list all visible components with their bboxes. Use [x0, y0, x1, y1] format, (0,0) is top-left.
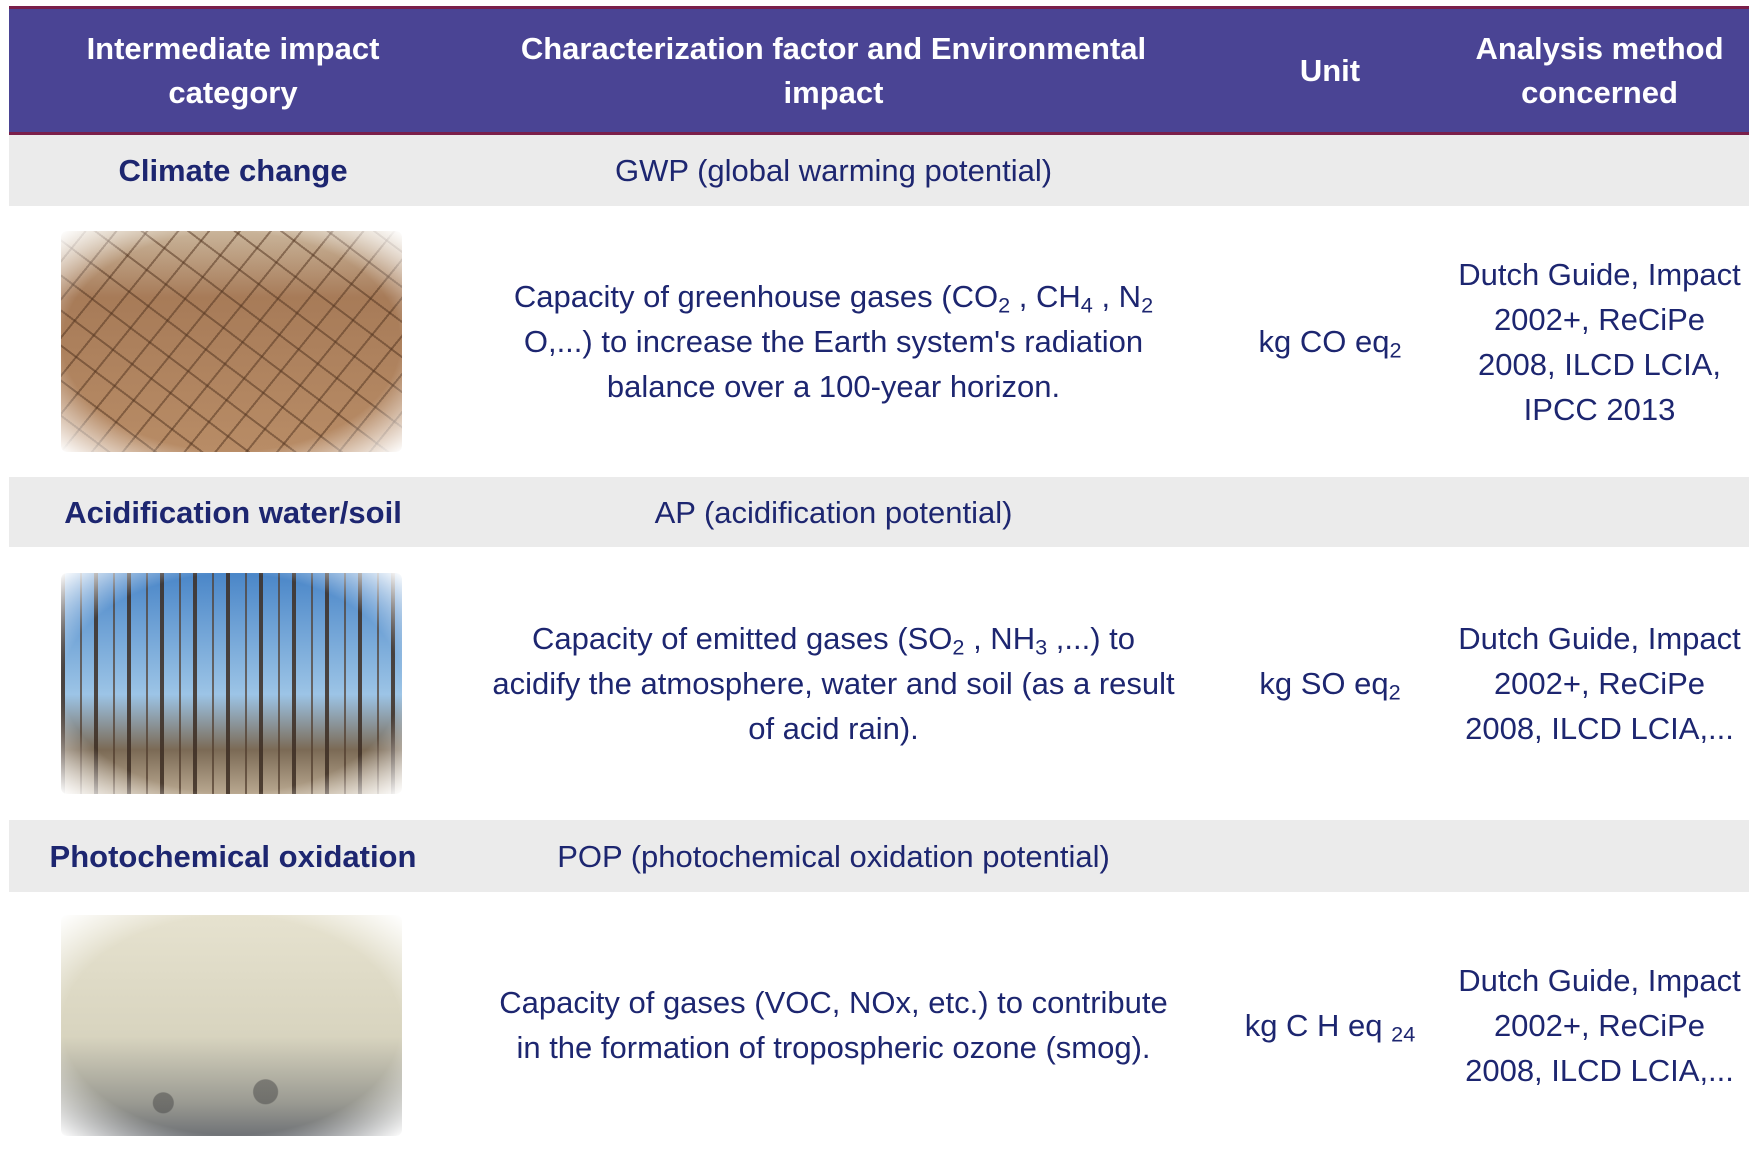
factor-text: POP (photochemical oxidation potential): [557, 838, 1110, 874]
methods: Dutch Guide, Impact 2002+, ReCiPe 2008, …: [1450, 892, 1749, 1158]
text-run: kg C H eq: [1244, 1007, 1392, 1043]
description-text: Capacity of gases (VOC, NOx, etc.) to co…: [487, 980, 1180, 1070]
subscript: 2: [1388, 679, 1401, 705]
subscript: 4: [1080, 292, 1093, 318]
factor: POP (photochemical oxidation potential): [457, 820, 1210, 892]
text-run: , NH: [964, 621, 1036, 656]
category-name-text: Acidification water/soil: [64, 494, 402, 530]
text-run: , N: [1092, 279, 1142, 314]
header-cell: Unit: [1210, 9, 1450, 132]
methods-text: Dutch Guide, Impact 2002+, ReCiPe 2008, …: [1458, 256, 1741, 427]
subscript: 2: [1389, 337, 1402, 363]
subscript: 2: [998, 292, 1011, 318]
header-text: Characterization factor and Environmenta…: [520, 30, 1147, 110]
unit: kg SO eq2: [1210, 547, 1450, 820]
photo: [61, 914, 402, 1136]
header-text: Analysis method concerned: [1475, 30, 1724, 110]
factor: GWP (global warming potential): [457, 135, 1210, 206]
unit-text: kg CO eq2: [1258, 319, 1401, 364]
unit: kg C H eq 24: [1210, 892, 1450, 1158]
methods: Dutch Guide, Impact 2002+, ReCiPe 2008, …: [1450, 547, 1749, 820]
description: Capacity of emitted gases (SO2 , NH3 ,..…: [457, 547, 1210, 820]
text-run: Capacity of gases (VOC, NOx, etc.) to co…: [499, 985, 1168, 1065]
text-run: kg CO eq: [1258, 324, 1390, 359]
subscript: 24: [1391, 1020, 1416, 1046]
photo: [61, 231, 402, 452]
category-name-text: Climate change: [118, 153, 348, 188]
subscript: 3: [1035, 634, 1048, 660]
header-border: [9, 132, 1749, 135]
header-text: Unit: [1299, 52, 1361, 88]
subscript: 2: [1141, 292, 1154, 318]
category-name-text: Photochemical oxidation: [49, 838, 417, 874]
header-band: [9, 9, 1749, 132]
factor-text: GWP (global warming potential): [614, 153, 1053, 188]
header-text: Intermediate impact category: [86, 30, 380, 110]
description: Capacity of greenhouse gases (CO2 , CH4 …: [457, 206, 1210, 477]
category-name: Photochemical oxidation: [9, 820, 457, 892]
category-band: [9, 820, 1749, 892]
category-band: [9, 477, 1749, 547]
factor: AP (acidification potential): [457, 477, 1210, 547]
description-text: Capacity of greenhouse gases (CO2 , CH4 …: [487, 274, 1180, 409]
category-name: Acidification water/soil: [9, 477, 457, 547]
photo: [61, 573, 402, 794]
header-cell: Intermediate impact category: [9, 9, 457, 132]
text-run: kg SO eq: [1259, 666, 1389, 701]
category-name: Climate change: [9, 135, 457, 206]
text-run: ,...) to acidify the atmosphere, water a…: [492, 621, 1175, 746]
header-cell: Analysis method concerned: [1450, 9, 1749, 132]
methods-text: Dutch Guide, Impact 2002+, ReCiPe 2008, …: [1458, 962, 1741, 1088]
description-text: Capacity of emitted gases (SO2 , NH3 ,..…: [487, 616, 1180, 751]
methods: Dutch Guide, Impact 2002+, ReCiPe 2008, …: [1450, 206, 1749, 477]
text-run: O,...) to increase the Earth system's ra…: [523, 324, 1144, 404]
description: Capacity of gases (VOC, NOx, etc.) to co…: [457, 892, 1210, 1158]
subscript: 2: [952, 634, 965, 660]
header-border: [9, 6, 1749, 9]
methods-text: Dutch Guide, Impact 2002+, ReCiPe 2008, …: [1458, 621, 1741, 746]
factor-text: AP (acidification potential): [654, 494, 1013, 530]
text-run: , CH: [1010, 279, 1081, 314]
category-band: [9, 135, 1749, 206]
unit: kg CO eq2: [1210, 206, 1450, 477]
unit-text: kg SO eq2: [1259, 661, 1400, 706]
text-run: Capacity of emitted gases (SO: [531, 621, 953, 656]
text-run: Capacity of greenhouse gases (CO: [513, 279, 999, 314]
unit-text: kg C H eq 24: [1245, 1003, 1416, 1048]
header-cell: Characterization factor and Environmenta…: [457, 9, 1210, 132]
